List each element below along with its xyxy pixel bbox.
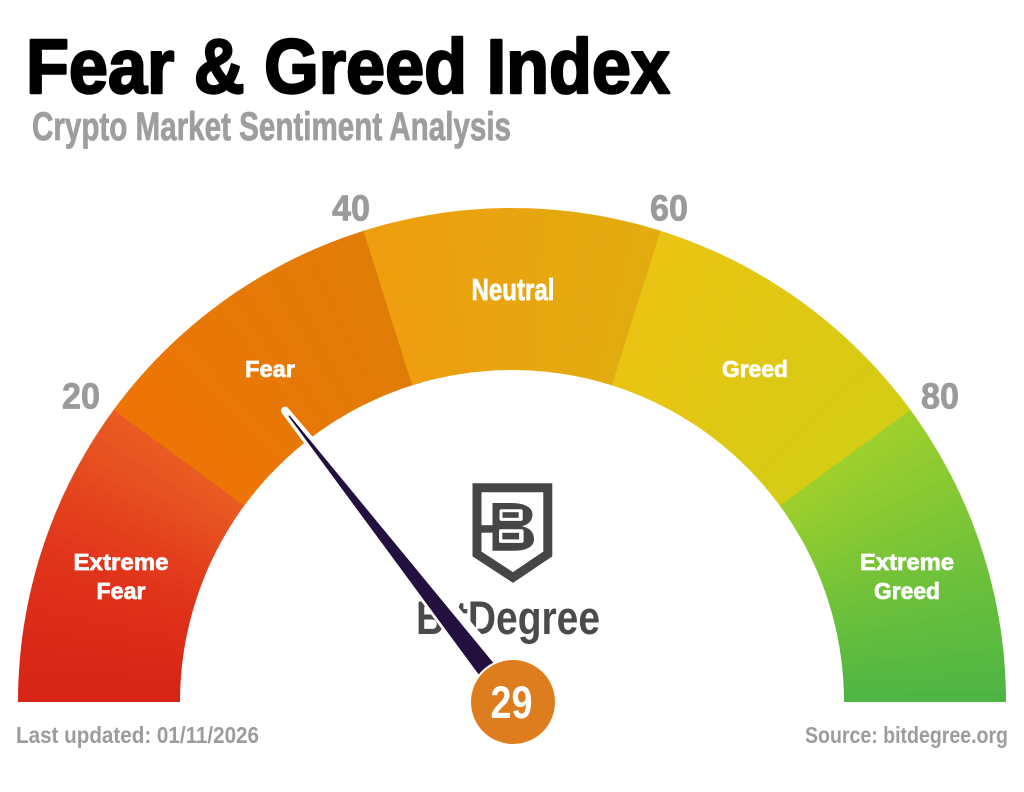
svg-text:Extreme: Extreme (74, 549, 169, 575)
svg-text:Last updated: 01/11/2026: Last updated: 01/11/2026 (16, 722, 259, 748)
svg-text:40: 40 (332, 188, 370, 229)
svg-text:Fear: Fear (97, 578, 146, 604)
svg-text:Fear: Fear (245, 356, 295, 382)
svg-text:20: 20 (62, 376, 100, 417)
svg-text:29: 29 (491, 677, 533, 728)
svg-text:Fear & Greed Index: Fear & Greed Index (26, 24, 670, 110)
svg-text:Greed: Greed (874, 578, 940, 604)
svg-text:Extreme: Extreme (860, 549, 954, 575)
svg-text:80: 80 (921, 376, 959, 417)
svg-text:Crypto Market Sentiment Analys: Crypto Market Sentiment Analysis (32, 105, 511, 149)
svg-text:Neutral: Neutral (472, 272, 555, 307)
svg-text:60: 60 (650, 188, 688, 229)
svg-text:Greed: Greed (722, 356, 788, 382)
svg-text:Source: bitdegree.org: Source: bitdegree.org (805, 722, 1008, 748)
